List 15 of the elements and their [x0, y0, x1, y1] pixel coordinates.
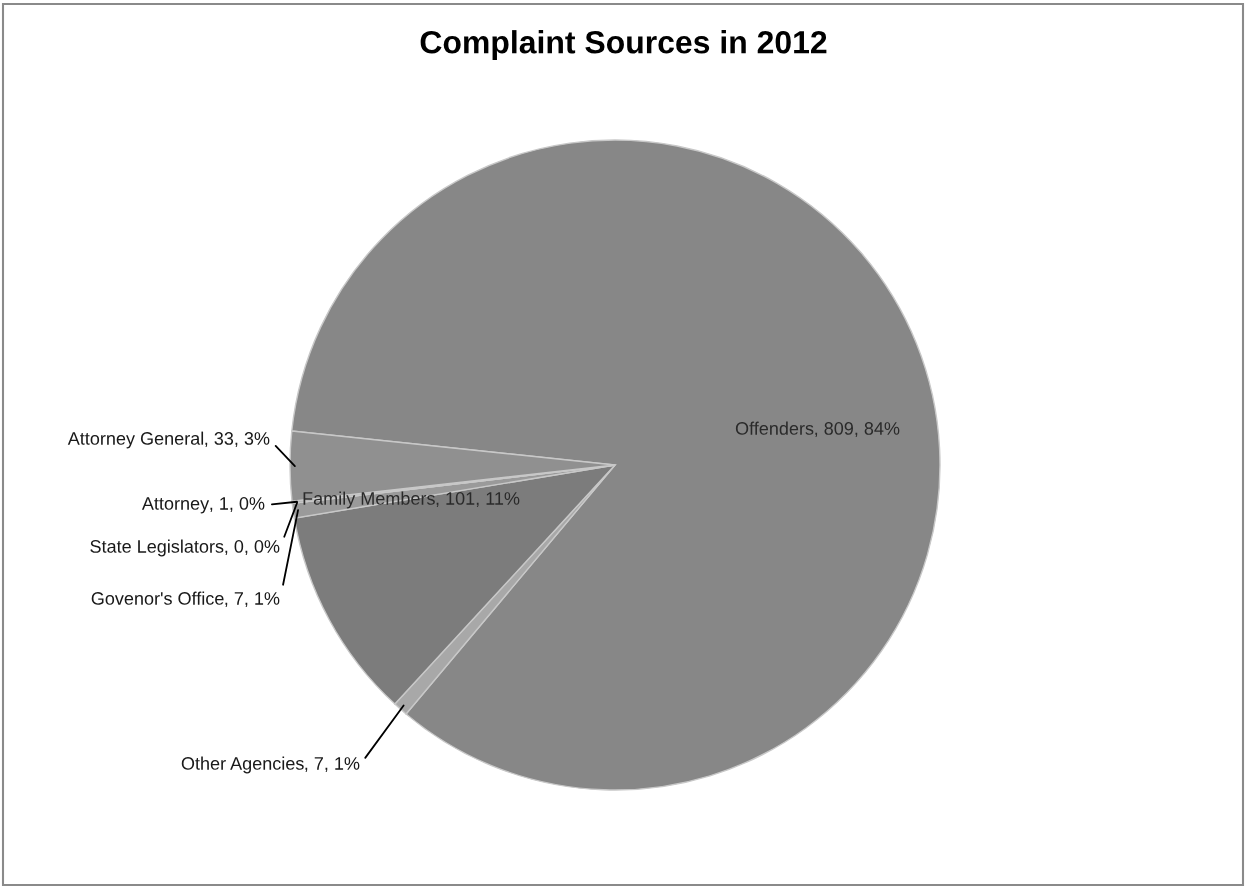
slice-label: Other Agencies — [181, 756, 304, 774]
data-label: , 809, 84% — [815, 422, 900, 437]
category-label: State Legislators — [90, 539, 224, 557]
data-label: , 7, 1% — [225, 592, 280, 607]
slice-label: Attorney General — [67, 431, 204, 449]
slice-label: Family Members — [303, 491, 435, 509]
slice-label: Offenders — [735, 421, 814, 435]
text: , 0, 0% — [225, 540, 280, 555]
data-label: , 101, 11% — [436, 492, 520, 507]
chart-title: Complaint Sources in 2012 — [420, 30, 827, 60]
slice-label: Attorney — [141, 497, 210, 514]
data-label: , 33, 3% — [205, 432, 270, 447]
slice-label: Govenor's Office — [91, 591, 224, 605]
data-label: , 7, 1% — [305, 757, 360, 772]
data-label: , 1, 0% — [210, 497, 265, 512]
